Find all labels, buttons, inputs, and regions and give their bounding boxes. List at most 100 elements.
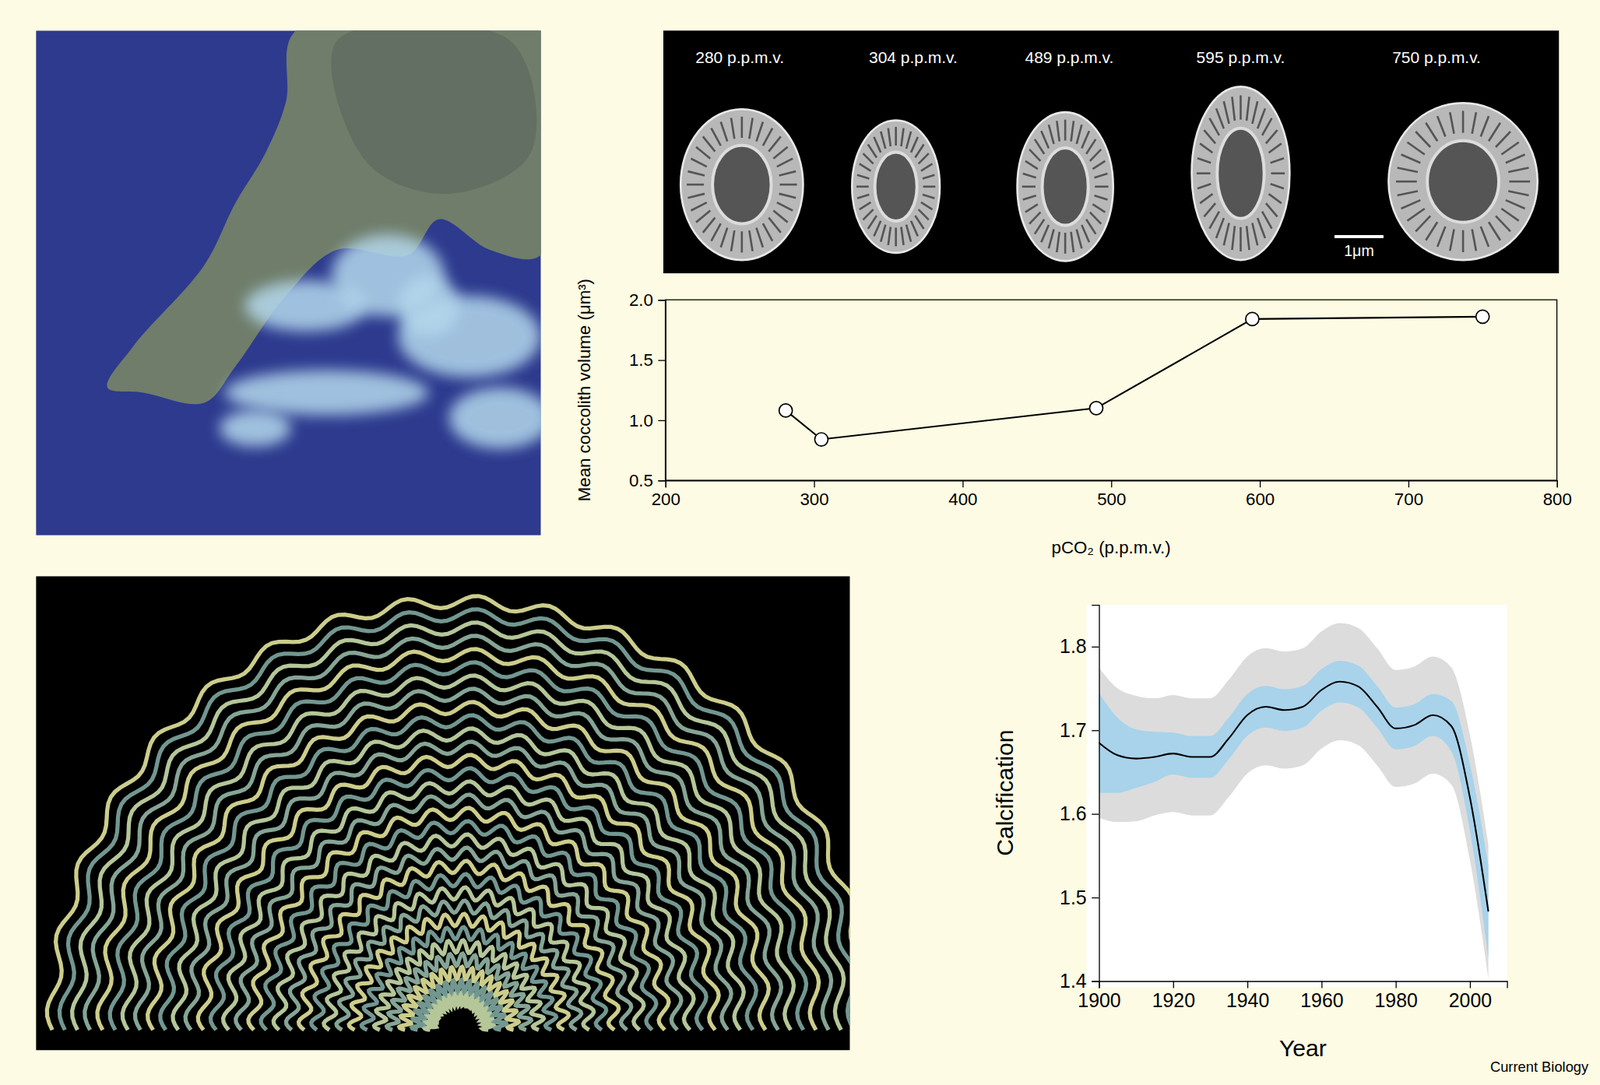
coccolith-ridge	[1397, 167, 1418, 173]
coccolith-rim	[1388, 102, 1537, 261]
coccolith-ridge	[1203, 130, 1216, 144]
tick-mark	[1321, 981, 1323, 989]
growth-band	[185, 741, 732, 1031]
coccolith-ridge	[741, 116, 744, 138]
chart: 1900192019401960198020001.41.51.61.71.8Y…	[991, 604, 1508, 1062]
coccolith-ridge	[1090, 212, 1101, 225]
scale-bar-label: 1μm	[1343, 242, 1375, 260]
tick-label: 2000	[1448, 989, 1492, 1012]
coccolith-ridge	[773, 147, 788, 159]
coccolith-ridge	[780, 183, 798, 187]
x-tick: 500	[1097, 480, 1126, 510]
coccolith-ridge	[1197, 158, 1211, 163]
coccolith-ridge	[749, 118, 753, 140]
bloom	[397, 275, 460, 338]
coccolith-ridge	[703, 218, 716, 233]
bloom	[225, 370, 430, 416]
coccolith-ridge	[1034, 219, 1045, 235]
coccolith-ridge	[779, 193, 797, 198]
axis-line	[657, 300, 666, 482]
coccolith-ridge	[1401, 200, 1421, 209]
coccolith-ridge	[1086, 219, 1096, 235]
coccolith-ridge	[1262, 211, 1272, 229]
coccolith-ridge	[1231, 225, 1235, 250]
tick-mark	[962, 480, 964, 488]
coccolith-ridge	[1246, 225, 1249, 250]
coccolith-ridge	[1251, 101, 1258, 124]
plot-area	[1098, 623, 1488, 980]
tick-label: 800	[1543, 489, 1572, 510]
coccolith-ridge	[1064, 119, 1067, 141]
coccolith-ridge	[741, 231, 744, 253]
coccolith-ridge	[1209, 211, 1219, 229]
y-axis-title: Mean coccolith volume (μm³)	[574, 278, 595, 502]
growth-band	[72, 622, 844, 1031]
coccolith-rim	[1017, 112, 1114, 261]
coccolith-ridge	[1508, 167, 1529, 173]
plot-area	[779, 309, 1490, 447]
coccolith-ridge	[1251, 223, 1258, 247]
tick-mark	[1111, 480, 1112, 488]
coccolith-ridge	[1437, 116, 1446, 137]
tick-mark	[1408, 480, 1410, 488]
coccolith-ridge	[1071, 232, 1074, 253]
coccolith-ridge	[857, 175, 869, 180]
coccolith-ridge	[756, 122, 763, 142]
y-axis: 0.51.01.52.0	[629, 290, 666, 491]
plot-frame	[665, 299, 1558, 481]
x-tick: 1940	[1226, 981, 1270, 1011]
coccolith-ridge	[1501, 208, 1519, 222]
y-tick: 1.4	[1059, 970, 1099, 992]
coccolith-ridge	[1092, 203, 1105, 212]
tick-mark	[1259, 480, 1261, 488]
chart: 2003004005006007008000.51.01.52.0pCO₂ (p…	[574, 278, 1572, 558]
data-line	[1098, 682, 1488, 912]
coccolith-ridge	[888, 227, 891, 246]
growth-band	[84, 636, 832, 1031]
coccolith-ridge	[1076, 229, 1083, 250]
coccolith-ridge	[1495, 215, 1511, 232]
data-point	[1089, 401, 1103, 415]
growth-band	[336, 900, 582, 1031]
coccolith-ridge	[1029, 149, 1041, 162]
tick-mark	[657, 359, 665, 361]
coccolith-ridge	[1505, 154, 1526, 163]
tick-label: 1.8	[1059, 635, 1087, 658]
tick-mark	[1247, 981, 1249, 989]
x-tick: 1960	[1300, 981, 1344, 1011]
coccolith-ridge	[1508, 180, 1530, 183]
coccolith-ridge	[1270, 158, 1284, 163]
y-tick: 1.0	[629, 411, 666, 431]
coccolith-ridge	[1397, 190, 1418, 196]
coccolith-ridge	[703, 136, 716, 152]
growth-band	[46, 596, 850, 1031]
tick-label: 1920	[1152, 989, 1196, 1012]
image-label: 750 p.p.m.v.	[1392, 48, 1481, 67]
coccolith-ridge	[1472, 112, 1477, 134]
coccolith-ridge	[777, 158, 793, 167]
tick-mark	[1091, 897, 1099, 899]
coccolith-ridge	[922, 194, 935, 199]
coccolith-ridge	[1023, 173, 1037, 178]
coccolith-ridge	[894, 126, 897, 146]
coccolith	[1388, 102, 1537, 261]
coccolith-ridge	[756, 228, 763, 248]
coccolith-ridge	[1199, 193, 1213, 204]
coccolith-ridge	[868, 215, 877, 229]
coccolith-ridge	[1449, 229, 1454, 252]
x-tick: 2000	[1448, 981, 1492, 1011]
coccolith	[1192, 86, 1291, 261]
coccolith-ridge	[857, 194, 869, 199]
coccolith-ridge	[859, 202, 872, 210]
coccolith-ridge	[1437, 226, 1446, 247]
coccolith-ridge	[859, 163, 872, 171]
coccolith-ridge	[862, 209, 873, 220]
coccolith-ridge	[686, 183, 704, 187]
growth-band	[59, 609, 851, 1031]
coccolith-ridge	[720, 228, 728, 248]
growth-band	[97, 649, 820, 1031]
coccolith-ridge	[880, 131, 886, 149]
growth-band	[323, 887, 595, 1031]
coccolith-ridge	[1040, 130, 1049, 148]
x-tick: 600	[1245, 480, 1275, 510]
